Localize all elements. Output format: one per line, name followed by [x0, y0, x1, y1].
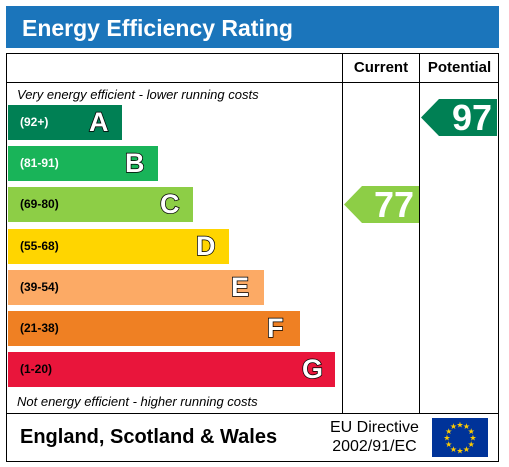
band-range-label: (21-38) — [20, 321, 59, 335]
eu-star-icon: ★ — [468, 427, 475, 436]
footer-region-label: England, Scotland & Wales — [20, 426, 278, 448]
eu-star-icon: ★ — [469, 434, 476, 443]
note-efficient: Very energy efficient - lower running co… — [17, 87, 259, 102]
band-range-label: (81-91) — [20, 156, 59, 170]
eu-directive-line1: EU Directive — [330, 419, 419, 436]
potential-rating-value: 97 — [452, 97, 493, 138]
band-letter-label: D — [195, 230, 216, 262]
eu-star-icon: ★ — [445, 427, 452, 436]
band-range-label: (92+) — [20, 115, 49, 129]
band-g: (1-20) G — [8, 352, 335, 387]
eu-flag-icon: ★ ★ ★ ★ ★ ★ ★ ★ ★ ★ ★ ★ — [432, 418, 488, 457]
band-range-label: (39-54) — [20, 280, 59, 294]
column-header-current: Current — [353, 59, 409, 76]
column-header-potential: Potential — [427, 59, 492, 76]
band-d: (55-68) D — [8, 229, 229, 264]
note-inefficient: Not energy efficient - higher running co… — [17, 394, 258, 409]
eu-star-icon: ★ — [456, 421, 463, 430]
divider-footer-row — [6, 413, 499, 414]
eu-star-icon: ★ — [445, 440, 452, 449]
band-a: (92+) A — [8, 105, 122, 140]
eu-star-icon: ★ — [456, 447, 463, 456]
current-rating-value: 77 — [374, 184, 415, 225]
eu-directive: EU Directive 2002/91/EC — [330, 418, 419, 456]
eu-star-icon: ★ — [450, 422, 457, 431]
band-range-label: (1-20) — [20, 362, 53, 376]
band-e: (39-54) E — [8, 270, 264, 305]
rating-frame — [6, 53, 499, 462]
eu-star-icon: ★ — [463, 422, 470, 431]
band-letter-label: E — [230, 271, 250, 303]
band-b: (81-91) B — [8, 146, 158, 181]
band-letter-label: C — [159, 188, 180, 220]
band-range-label: (55-68) — [20, 239, 59, 253]
eu-directive-line2: 2002/91/EC — [332, 438, 417, 455]
band-letter-label: B — [124, 147, 145, 179]
eu-star-icon: ★ — [463, 445, 470, 454]
chart-title: Energy Efficiency Rating — [22, 15, 293, 41]
eu-star-icon: ★ — [443, 434, 450, 443]
divider-potential-left — [419, 53, 420, 414]
band-letter-label: G — [301, 353, 324, 385]
band-f: (21-38) F — [8, 311, 300, 346]
eu-star-icon: ★ — [468, 440, 475, 449]
band-range-label: (69-80) — [20, 197, 59, 211]
band-letter-label: F — [266, 312, 284, 344]
divider-header-row — [6, 82, 499, 83]
divider-current-left — [342, 53, 343, 414]
eu-star-icon: ★ — [450, 445, 457, 454]
band-c: (69-80) C — [8, 187, 193, 222]
chart-header: Energy Efficiency Rating — [6, 6, 499, 48]
band-letter-label: A — [88, 106, 109, 138]
